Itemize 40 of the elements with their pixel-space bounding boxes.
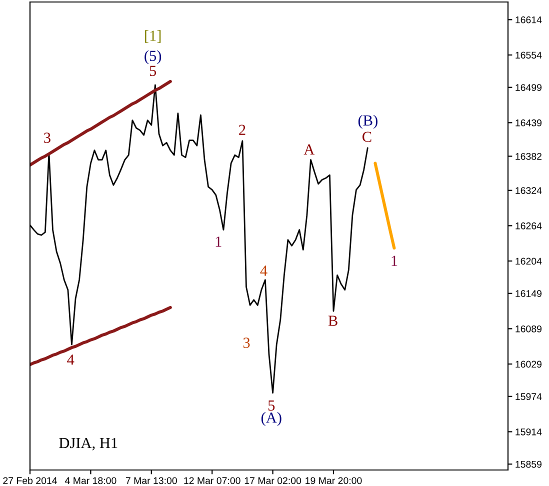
annotation: 3 [243, 338, 250, 348]
x-tick-label: 4 Mar 18:00 [64, 477, 116, 484]
y-tick-label: 15859 [516, 460, 542, 468]
annotation: 1 [216, 236, 222, 247]
y-tick-label: 16382 [516, 152, 542, 160]
annotation: 1 [392, 256, 398, 266]
y-tick-label: 16149 [516, 290, 542, 298]
y-tick-label: 16029 [516, 360, 542, 368]
x-tick-label: 12 Mar 07:00 [184, 477, 240, 484]
line-series [374, 162, 396, 250]
line-series [30, 80, 172, 167]
annotation: (A) [261, 412, 282, 426]
y-tick-label: 16439 [516, 119, 542, 126]
y-tick-label: 15974 [516, 393, 542, 400]
x-tick-label: 17 Mar 02:00 [244, 477, 302, 484]
y-tick-label: 16264 [516, 222, 542, 230]
annotation: 4 [260, 266, 268, 276]
y-tick-label: 16324 [516, 187, 542, 194]
annotation: 5 [150, 66, 156, 76]
annotation: 4 [67, 354, 74, 365]
y-tick-label: 16499 [516, 84, 542, 91]
x-tick-label: 19 Mar 20:00 [306, 477, 362, 484]
y-tick-label: 16614 [516, 16, 542, 24]
annotation: 5 [268, 400, 275, 411]
annotation: 2 [239, 124, 246, 135]
annotation: (B) [358, 114, 378, 129]
y-tick-label: 16204 [516, 258, 542, 265]
annotation: DJIA, H1 [59, 438, 118, 450]
y-tick-label: 16554 [516, 52, 542, 59]
annotation: 3 [44, 132, 50, 143]
annotation: C [362, 132, 372, 142]
annotation: A [304, 144, 315, 154]
y-tick-label: 16089 [516, 325, 542, 332]
annotation: [1] [145, 30, 161, 43]
annotation: B [328, 316, 338, 326]
x-tick-label: 7 Mar 13:00 [126, 477, 177, 484]
annotation: (5) [144, 50, 162, 64]
x-tick-label: 27 Feb 2014 [3, 476, 58, 484]
line-series [30, 306, 172, 366]
y-tick-label: 15914 [516, 428, 542, 436]
